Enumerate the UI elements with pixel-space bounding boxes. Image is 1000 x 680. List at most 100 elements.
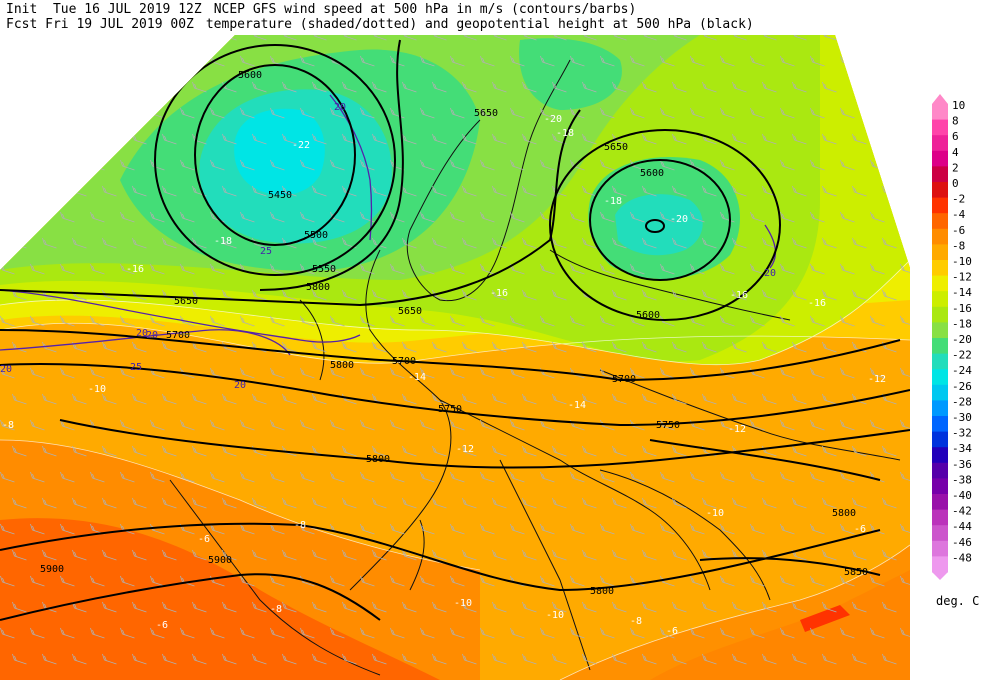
wind-barb [240, 575, 255, 587]
wind-barb [12, 445, 27, 457]
wind-barb [240, 55, 255, 67]
wind-barb [822, 133, 837, 145]
map-labels: 5600 5450 5500 5550 5650 5650 5650 5600 … [0, 70, 886, 637]
wind-barb [342, 549, 357, 561]
wind-barb [492, 81, 507, 93]
wind-barb [882, 289, 897, 301]
wind-barb [432, 35, 447, 41]
wind-barb [270, 211, 285, 223]
wind-barb [30, 367, 45, 379]
wind-barb [840, 575, 855, 587]
temp-label: -10 [88, 384, 106, 395]
wind-barb [432, 133, 447, 145]
wind-barb [432, 601, 447, 613]
wind-barb [762, 341, 777, 353]
wind-barb [222, 185, 237, 197]
wind-barb [780, 263, 795, 275]
wind-barb [60, 315, 75, 327]
wind-barb [780, 211, 795, 223]
wind-barb [192, 445, 207, 457]
height-label: 5600 [238, 70, 262, 81]
wind-barb [150, 627, 165, 639]
wind-barb [582, 497, 597, 509]
wind-barb [132, 81, 147, 93]
wind-barb [492, 393, 507, 405]
wind-barb [42, 497, 57, 509]
wind-barb [462, 237, 477, 249]
wind-barb [132, 445, 147, 457]
wind-barb [222, 497, 237, 509]
wind-barb [90, 367, 105, 379]
wind-barb [900, 159, 910, 171]
legend-label: -24 [952, 364, 972, 377]
wind-barb [600, 471, 615, 483]
wind-barb [600, 315, 615, 327]
legend-swatch [932, 275, 948, 292]
wind-barb [312, 237, 327, 249]
wind-barb [120, 107, 135, 119]
wind-barb [642, 35, 657, 41]
color-legend: 10 8 6 4 2 0 -2 -4 -6 -8 -10 -12 -14 -16 -18 -20 -22 -24 -… [932, 94, 972, 580]
wind-barb [420, 367, 435, 379]
wind-barb [402, 35, 417, 41]
wind-barb [522, 35, 537, 41]
wind-barb [720, 263, 735, 275]
wind-barb [762, 289, 777, 301]
wind-barb [252, 81, 267, 93]
wind-barb [702, 601, 717, 613]
wind-barb [342, 81, 357, 93]
wind-barb [90, 107, 105, 119]
wind-barb [150, 263, 165, 275]
wind-barb [432, 549, 447, 561]
height-label: 5700 [612, 374, 636, 385]
wind-barb [180, 471, 195, 483]
wind-barb [582, 185, 597, 197]
wind-barb [870, 211, 885, 223]
wind-barb [252, 601, 267, 613]
wind-barb [522, 601, 537, 613]
legend-label: 6 [952, 130, 959, 143]
wind-barb [630, 211, 645, 223]
wind-barb [102, 445, 117, 457]
wind-barb [282, 601, 297, 613]
wind-barb [510, 211, 525, 223]
wind-barb [822, 601, 837, 613]
wind-barb [72, 133, 87, 145]
wind-barb [30, 523, 45, 535]
wind-barb [540, 523, 555, 535]
wind-barb [60, 575, 75, 587]
wind-barb [672, 341, 687, 353]
wind-barb [642, 341, 657, 353]
wind-barb [372, 653, 387, 665]
wind-barb [360, 263, 375, 275]
header-line-1: Init Tue 16 JUL 2019 12Z NCEP GFS wind sp… [6, 2, 754, 17]
wind-barb [642, 601, 657, 613]
wind-barb [870, 575, 885, 587]
wind-barb [870, 419, 885, 431]
wind-barb [660, 627, 675, 639]
wind-barb [0, 159, 15, 171]
wind-barb [210, 107, 225, 119]
wind-barb [180, 159, 195, 171]
wind-barb [702, 341, 717, 353]
wind-barb [330, 419, 345, 431]
wind-barb [642, 653, 657, 665]
wind-barb [390, 367, 405, 379]
wind-barb [840, 211, 855, 223]
wind-barb [42, 185, 57, 197]
wind-barb [840, 523, 855, 535]
wind-barb [852, 445, 867, 457]
wind-barb [270, 419, 285, 431]
temp-label: -12 [728, 424, 746, 435]
legend-swatch [932, 228, 948, 245]
wind-barb [900, 367, 910, 379]
wind-barb [642, 393, 657, 405]
wind-barb [462, 185, 477, 197]
wind-barb [72, 653, 87, 665]
wind-label: 20 [146, 330, 158, 341]
wind-barb [72, 81, 87, 93]
wind-barb [300, 471, 315, 483]
legend-label: 0 [952, 177, 959, 190]
wind-barb [162, 237, 177, 249]
wind-barb [30, 55, 45, 67]
